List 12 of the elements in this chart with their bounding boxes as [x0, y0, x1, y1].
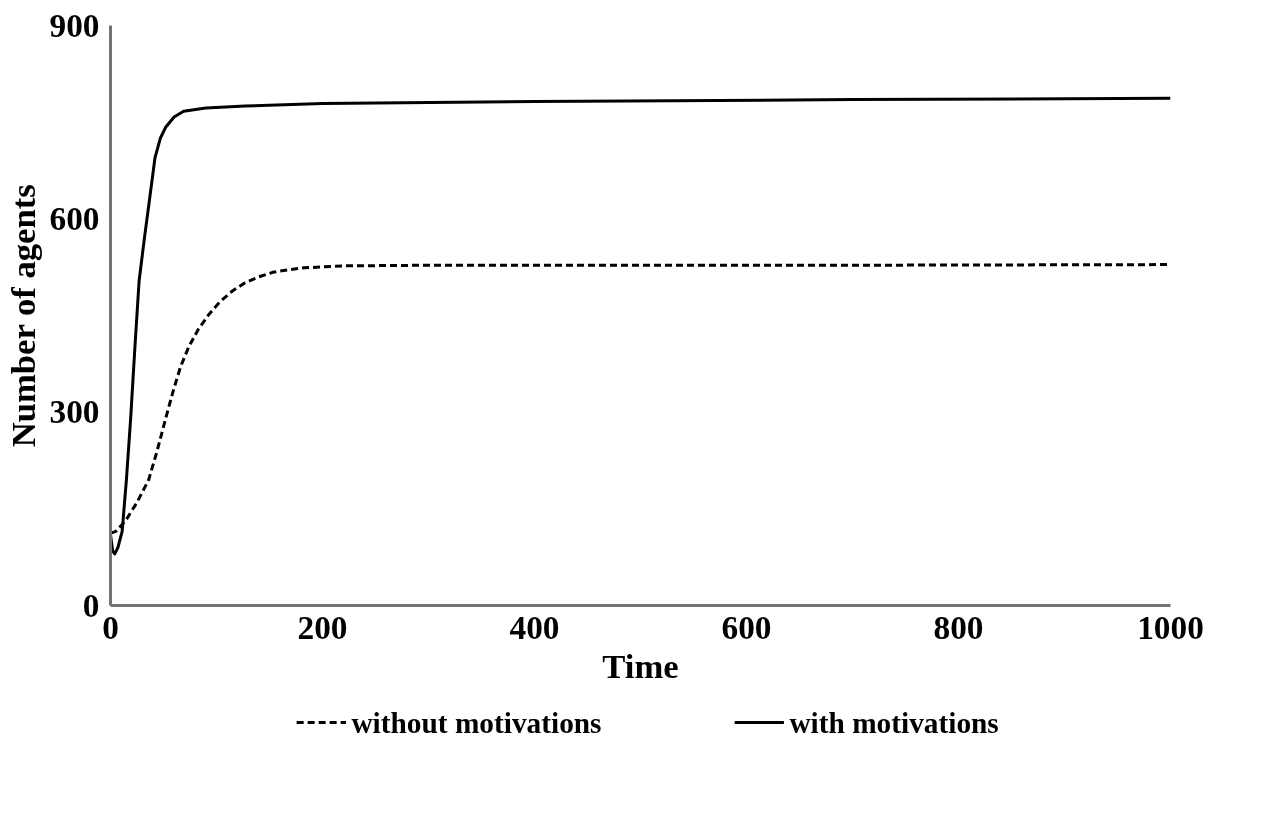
legend-label: without motivations [351, 706, 602, 739]
y-tick-label: 600 [49, 199, 100, 237]
x-tick-label: 200 [297, 608, 348, 646]
x-tick-label: 800 [933, 608, 984, 646]
x-tick-label: 400 [509, 608, 560, 646]
y-axis-title: Number of agents [3, 184, 42, 448]
x-tick-label: 600 [721, 608, 772, 646]
y-tick-label: 300 [49, 393, 100, 431]
legend-label: with motivations [789, 706, 999, 739]
x-axis-title: Time [602, 646, 679, 685]
x-tick-label: 1000 [1137, 608, 1204, 646]
y-tick-label: 900 [49, 6, 100, 44]
